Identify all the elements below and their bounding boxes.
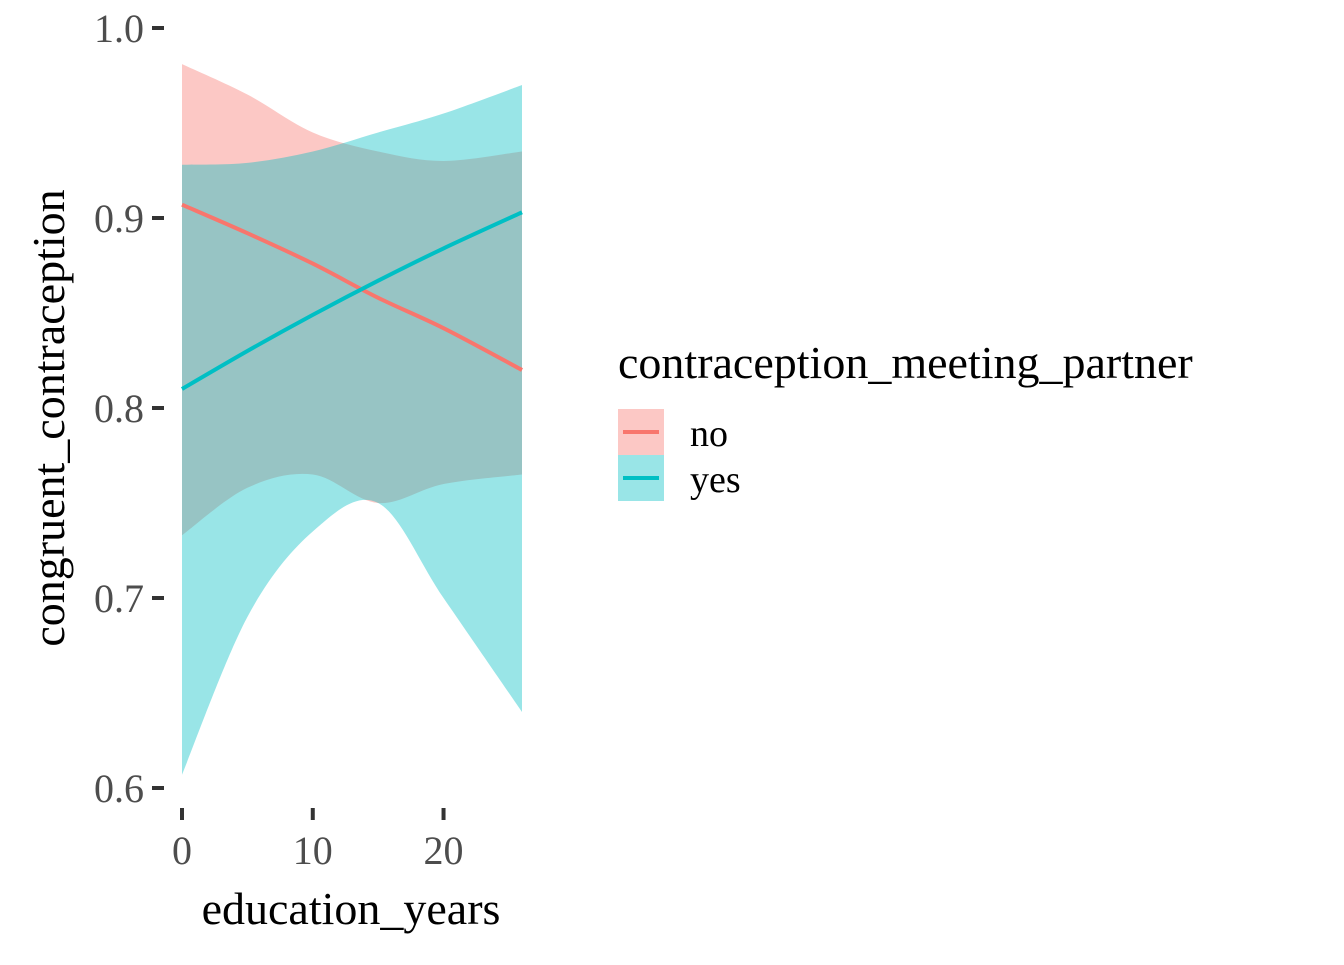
legend-label-yes: yes (690, 459, 741, 501)
x-tick-label: 0 (172, 828, 192, 873)
y-tick-label: 0.6 (94, 766, 144, 811)
x-axis-title: education_years (202, 883, 501, 934)
legend-item-yes: yes (618, 455, 741, 501)
x-axis: 0 10 20 (172, 808, 464, 873)
series-line-no (181, 202, 523, 372)
y-axis-title: congruent_contraception (23, 189, 74, 646)
series-lines (180, 202, 523, 391)
y-tick-label: 0.9 (94, 196, 144, 241)
y-tick-label: 1.0 (94, 6, 144, 51)
ci-band-yes (182, 85, 522, 775)
y-tick-label: 0.7 (94, 576, 144, 621)
legend-item-no: no (618, 409, 728, 455)
ci-band-no (182, 64, 522, 536)
y-tick-label: 0.8 (94, 386, 144, 431)
legend-label-no: no (690, 413, 728, 455)
y-axis: 0.6 0.7 0.8 0.9 1.0 (94, 6, 164, 811)
confidence-bands (182, 64, 522, 775)
legend-title: contraception_meeting_partner (618, 337, 1193, 388)
x-tick-label: 20 (424, 828, 464, 873)
x-tick-label: 10 (293, 828, 333, 873)
series-line-yes (180, 210, 523, 391)
